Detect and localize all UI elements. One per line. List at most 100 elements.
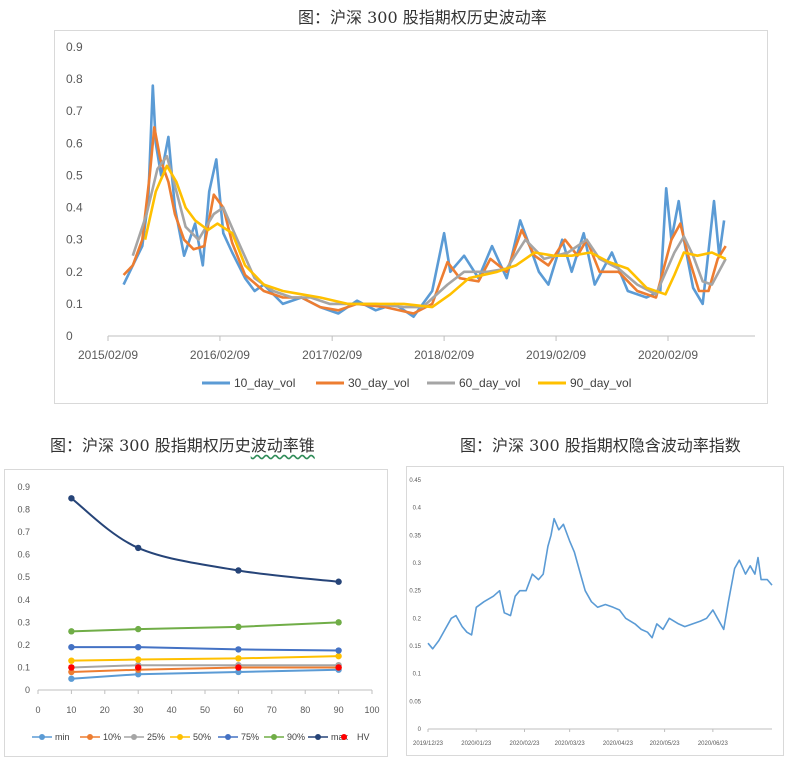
legend-swatch-25 <box>131 734 137 740</box>
legend-label-50: 50% <box>193 732 211 742</box>
data-point-75 <box>135 643 142 651</box>
x-tick-label: 2020/02/23 <box>509 741 540 747</box>
series-line-10-day-vol <box>122 84 726 319</box>
y-tick-label: 0.6 <box>17 550 30 560</box>
vol-cone-caption: 图：沪深 300 股指期权历史波动率锥 <box>50 432 315 456</box>
x-tick-label: 2020/06/23 <box>698 741 729 747</box>
x-tick-label: 80 <box>300 705 310 715</box>
x-tick-label: 2020/02/09 <box>638 348 698 362</box>
data-point-min <box>135 671 142 678</box>
y-tick-label: 0.2 <box>17 640 30 650</box>
data-point-hv <box>68 664 75 671</box>
data-point-max <box>68 495 75 502</box>
x-tick-label: 2015/02/09 <box>78 348 138 362</box>
y-tick-label: 0.3 <box>17 617 30 627</box>
data-point-min <box>68 675 75 682</box>
y-tick-label: 0.3 <box>413 561 422 567</box>
data-point-min <box>235 668 242 676</box>
series-line-75 <box>71 646 339 652</box>
y-tick-label: 0.2 <box>66 265 83 279</box>
legend-swatch-min <box>39 734 45 740</box>
implied-vol-caption: 图：沪深 300 股指期权隐含波动率指数 <box>460 436 741 455</box>
series-line-90-day-vol <box>143 164 727 309</box>
vol-cone-caption-prefix: 图：沪深 300 股指期权历史 <box>50 436 251 455</box>
x-tick-label: 100 <box>364 705 379 715</box>
x-tick-label: 2017/02/09 <box>302 348 362 362</box>
x-tick-label: 2020/01/23 <box>461 741 492 747</box>
y-tick-label: 0.45 <box>409 478 421 484</box>
legend-swatch-75 <box>225 734 231 740</box>
x-tick-label: 2018/02/09 <box>414 348 474 362</box>
data-point-90 <box>235 623 242 631</box>
y-tick-label: 0.4 <box>413 506 422 512</box>
x-tick-label: 2020/04/23 <box>603 741 634 747</box>
data-point-90 <box>68 628 75 635</box>
x-tick-label: 2019/02/09 <box>526 348 586 362</box>
vol-cone-caption-suffix: 波动率锥 <box>250 436 315 455</box>
historical-volatility-panel <box>54 30 768 404</box>
data-point-50 <box>135 656 142 663</box>
x-tick-label: 0 <box>35 705 40 715</box>
data-point-hv <box>135 664 142 671</box>
implied-vol-panel <box>406 466 784 756</box>
series-line-max <box>70 497 339 583</box>
x-tick-label: 2019/12/23 <box>413 741 444 747</box>
x-tick-label: 50 <box>200 705 210 715</box>
data-point-90 <box>135 625 142 633</box>
legend-label-60-day-vol: 60_day_vol <box>459 376 520 390</box>
series-line-25 <box>71 664 339 669</box>
legend-swatch-10 <box>87 734 93 740</box>
y-tick-label: 0 <box>25 685 30 695</box>
data-point-75 <box>68 643 75 651</box>
vol-cone-panel <box>4 469 388 757</box>
y-tick-label: 0.8 <box>17 505 30 515</box>
series-line-90 <box>71 621 339 633</box>
y-tick-label: 0.8 <box>66 72 83 86</box>
data-point-max <box>335 578 342 585</box>
x-tick-label: 90 <box>334 705 344 715</box>
top-chart-caption: 图：沪深 300 股指期权历史波动率 <box>298 8 547 27</box>
legend-label-25: 25% <box>147 732 165 742</box>
y-tick-label: 0.15 <box>409 644 421 650</box>
data-point-hv <box>235 664 242 671</box>
data-point-50 <box>68 657 75 664</box>
data-point-50 <box>335 652 342 660</box>
y-tick-label: 0.3 <box>66 233 83 247</box>
x-tick-label: 60 <box>233 705 243 715</box>
x-tick-label: 40 <box>167 705 177 715</box>
legend-swatch-max <box>315 734 321 740</box>
y-tick-label: 0.9 <box>17 482 30 492</box>
y-tick-label: 0.7 <box>66 104 83 118</box>
series-line-30-day-vol <box>122 126 727 315</box>
legend-label-90: 90% <box>287 732 305 742</box>
y-tick-label: 0.1 <box>413 672 422 678</box>
x-tick-label: 70 <box>267 705 277 715</box>
y-tick-label: 0.35 <box>409 533 421 539</box>
series-line-50 <box>71 655 339 662</box>
x-tick-label: 2016/02/09 <box>190 348 250 362</box>
y-tick-label: 0.5 <box>17 572 30 582</box>
legend-swatch-50 <box>177 734 183 740</box>
y-tick-label: 0 <box>66 329 73 343</box>
data-point-90 <box>335 619 342 626</box>
y-tick-label: 0.1 <box>66 297 83 311</box>
data-point-10 <box>68 668 75 676</box>
x-tick-label: 30 <box>133 705 143 715</box>
y-tick-label: 0.5 <box>66 168 83 182</box>
x-tick-label: 2020/03/23 <box>555 741 586 747</box>
legend-label-75: 75% <box>241 732 259 742</box>
y-tick-label: 0 <box>418 727 422 733</box>
legend-label-30-day-vol: 30_day_vol <box>348 376 409 390</box>
y-tick-label: 0.9 <box>66 40 83 54</box>
x-tick-label: 2020/05/23 <box>650 741 681 747</box>
y-tick-label: 0.25 <box>409 589 421 595</box>
y-tick-label: 0.7 <box>17 527 30 537</box>
legend-swatch-hv <box>341 734 347 740</box>
x-tick-label: 20 <box>100 705 110 715</box>
implied-vol-line-0 <box>427 517 773 650</box>
y-tick-label: 0.2 <box>413 616 422 622</box>
y-tick-label: 0.1 <box>17 662 30 672</box>
legend-swatch-90 <box>271 734 277 740</box>
